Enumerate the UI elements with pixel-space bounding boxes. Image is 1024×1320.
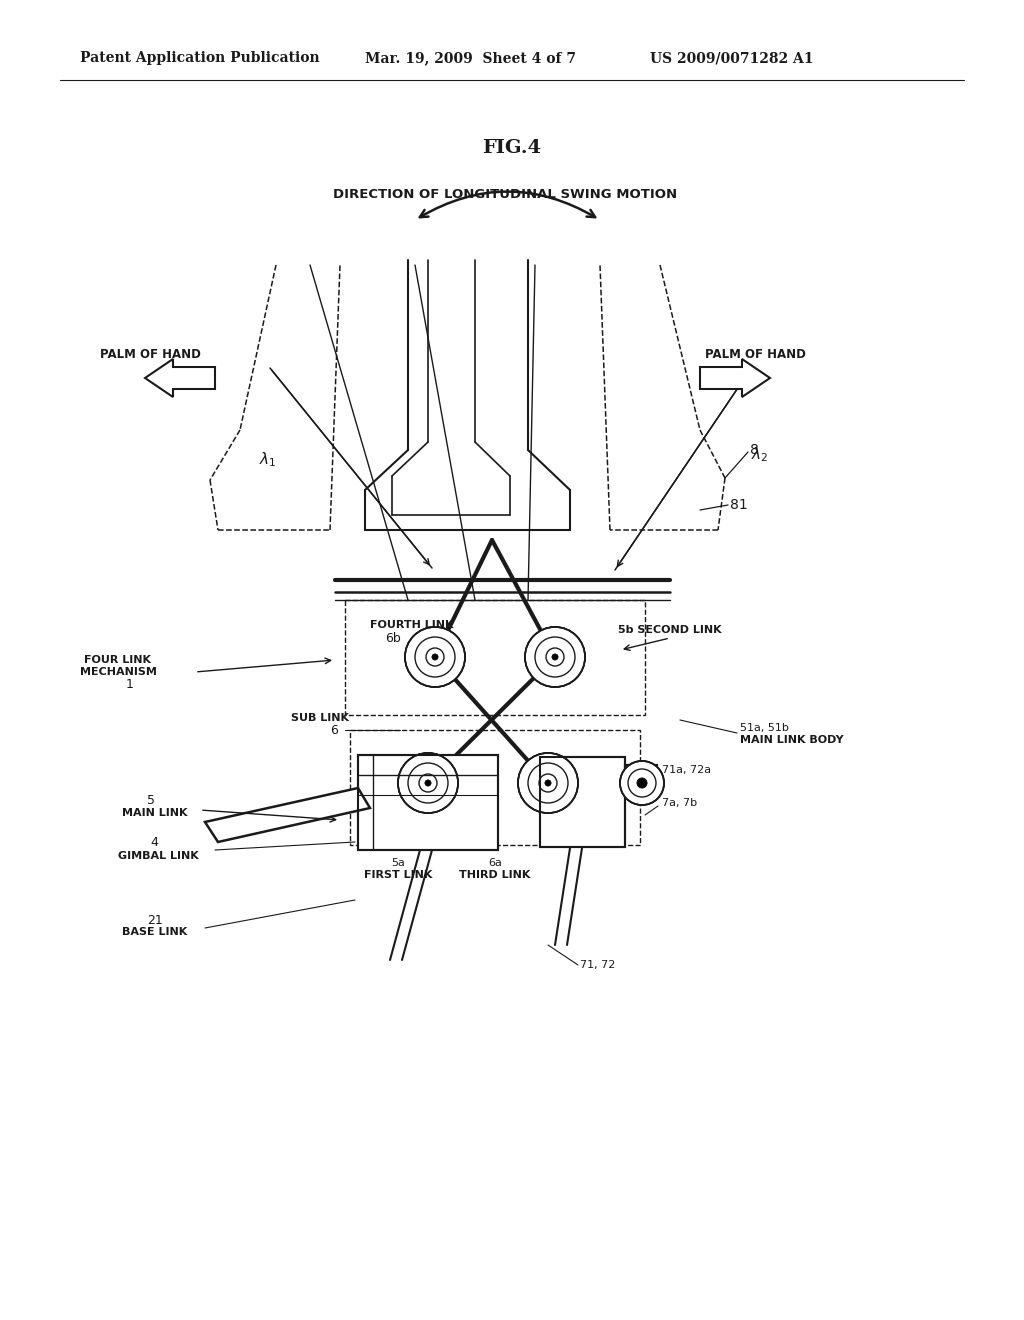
Circle shape [637,777,647,788]
Text: $\lambda_2$: $\lambda_2$ [752,446,769,465]
Text: FOURTH LINK: FOURTH LINK [370,620,454,630]
Text: 7a, 7b: 7a, 7b [662,799,697,808]
Text: 21: 21 [147,913,163,927]
Text: BASE LINK: BASE LINK [123,927,187,937]
Text: 5a: 5a [391,858,404,869]
FancyArrow shape [145,359,215,397]
Bar [625,766,657,797]
Bar [358,755,498,850]
Text: 5b SECOND LINK: 5b SECOND LINK [618,624,722,635]
Text: DIRECTION OF LONGITUDINAL SWING MOTION: DIRECTION OF LONGITUDINAL SWING MOTION [333,189,677,202]
Text: MECHANISM: MECHANISM [80,667,157,677]
Text: GIMBAL LINK: GIMBAL LINK [118,851,199,861]
Text: 1: 1 [126,677,134,690]
Text: PALM OF HAND: PALM OF HAND [100,348,201,362]
Text: FIG.4: FIG.4 [482,139,542,157]
Text: 6: 6 [330,723,338,737]
Circle shape [620,762,664,805]
Bar [358,755,498,850]
Text: 4: 4 [151,837,158,850]
Text: FIRST LINK: FIRST LINK [364,870,432,880]
Circle shape [545,780,551,785]
Text: 71a, 72a: 71a, 72a [662,766,711,775]
Circle shape [552,653,558,660]
Text: FOUR LINK: FOUR LINK [85,655,152,665]
Circle shape [398,752,458,813]
Polygon shape [205,788,370,842]
FancyArrow shape [700,359,770,397]
Text: Mar. 19, 2009  Sheet 4 of 7: Mar. 19, 2009 Sheet 4 of 7 [365,51,575,65]
Text: 6a: 6a [488,858,502,869]
Text: 8: 8 [750,444,759,457]
Bar [540,756,625,847]
Text: $\lambda_1$: $\lambda_1$ [259,450,276,470]
Text: 5: 5 [147,793,155,807]
Circle shape [425,780,431,785]
Circle shape [518,752,578,813]
Bar [345,601,645,715]
Text: Patent Application Publication: Patent Application Publication [80,51,319,65]
Text: 6b: 6b [385,631,400,644]
Text: PALM OF HAND: PALM OF HAND [705,348,806,362]
Text: US 2009/0071282 A1: US 2009/0071282 A1 [650,51,813,65]
Circle shape [552,653,558,660]
Circle shape [432,653,438,660]
Circle shape [525,627,585,686]
Text: MAIN LINK: MAIN LINK [122,808,187,818]
Circle shape [432,653,438,660]
Bar [350,730,640,845]
Bar [625,766,657,797]
Circle shape [406,627,465,686]
Circle shape [425,780,431,785]
Text: 51a, 51b: 51a, 51b [740,723,788,733]
Circle shape [637,777,647,788]
Text: THIRD LINK: THIRD LINK [460,870,530,880]
Text: MAIN LINK BODY: MAIN LINK BODY [740,735,844,744]
Text: 71, 72: 71, 72 [580,960,615,970]
Bar [540,756,625,847]
Circle shape [545,780,551,785]
Text: SUB LINK: SUB LINK [291,713,349,723]
Text: 81: 81 [730,498,748,512]
